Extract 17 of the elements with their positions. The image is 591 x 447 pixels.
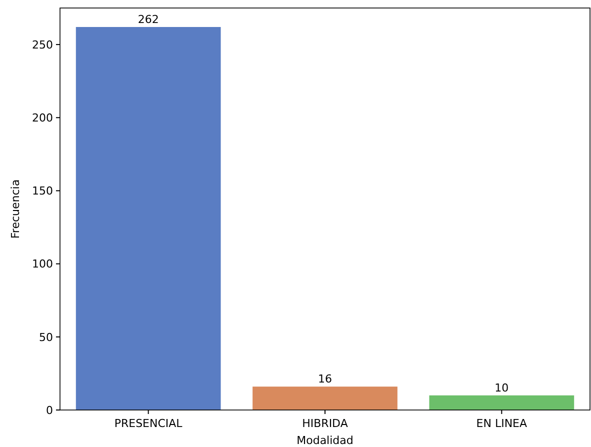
x-tick-label: PRESENCIAL — [114, 417, 184, 430]
x-tick-label: EN LINEA — [476, 417, 528, 430]
x-axis-title: Modalidad — [296, 434, 354, 447]
bar — [429, 395, 574, 410]
x-tick-label: HIBRIDA — [302, 417, 348, 430]
data-label: 262 — [138, 13, 159, 26]
bar — [252, 386, 398, 410]
y-tick-label: 200 — [32, 111, 53, 124]
y-tick-label: 0 — [46, 404, 53, 417]
data-label: 10 — [494, 381, 509, 394]
y-tick-label: 150 — [32, 184, 53, 198]
data-label: 16 — [318, 372, 332, 386]
y-tick-label: 100 — [32, 258, 53, 271]
y-axis-title: Frecuencia — [9, 179, 22, 239]
bar — [76, 27, 221, 410]
y-tick-label: 250 — [32, 38, 53, 52]
y-tick-label: 50 — [39, 330, 53, 344]
